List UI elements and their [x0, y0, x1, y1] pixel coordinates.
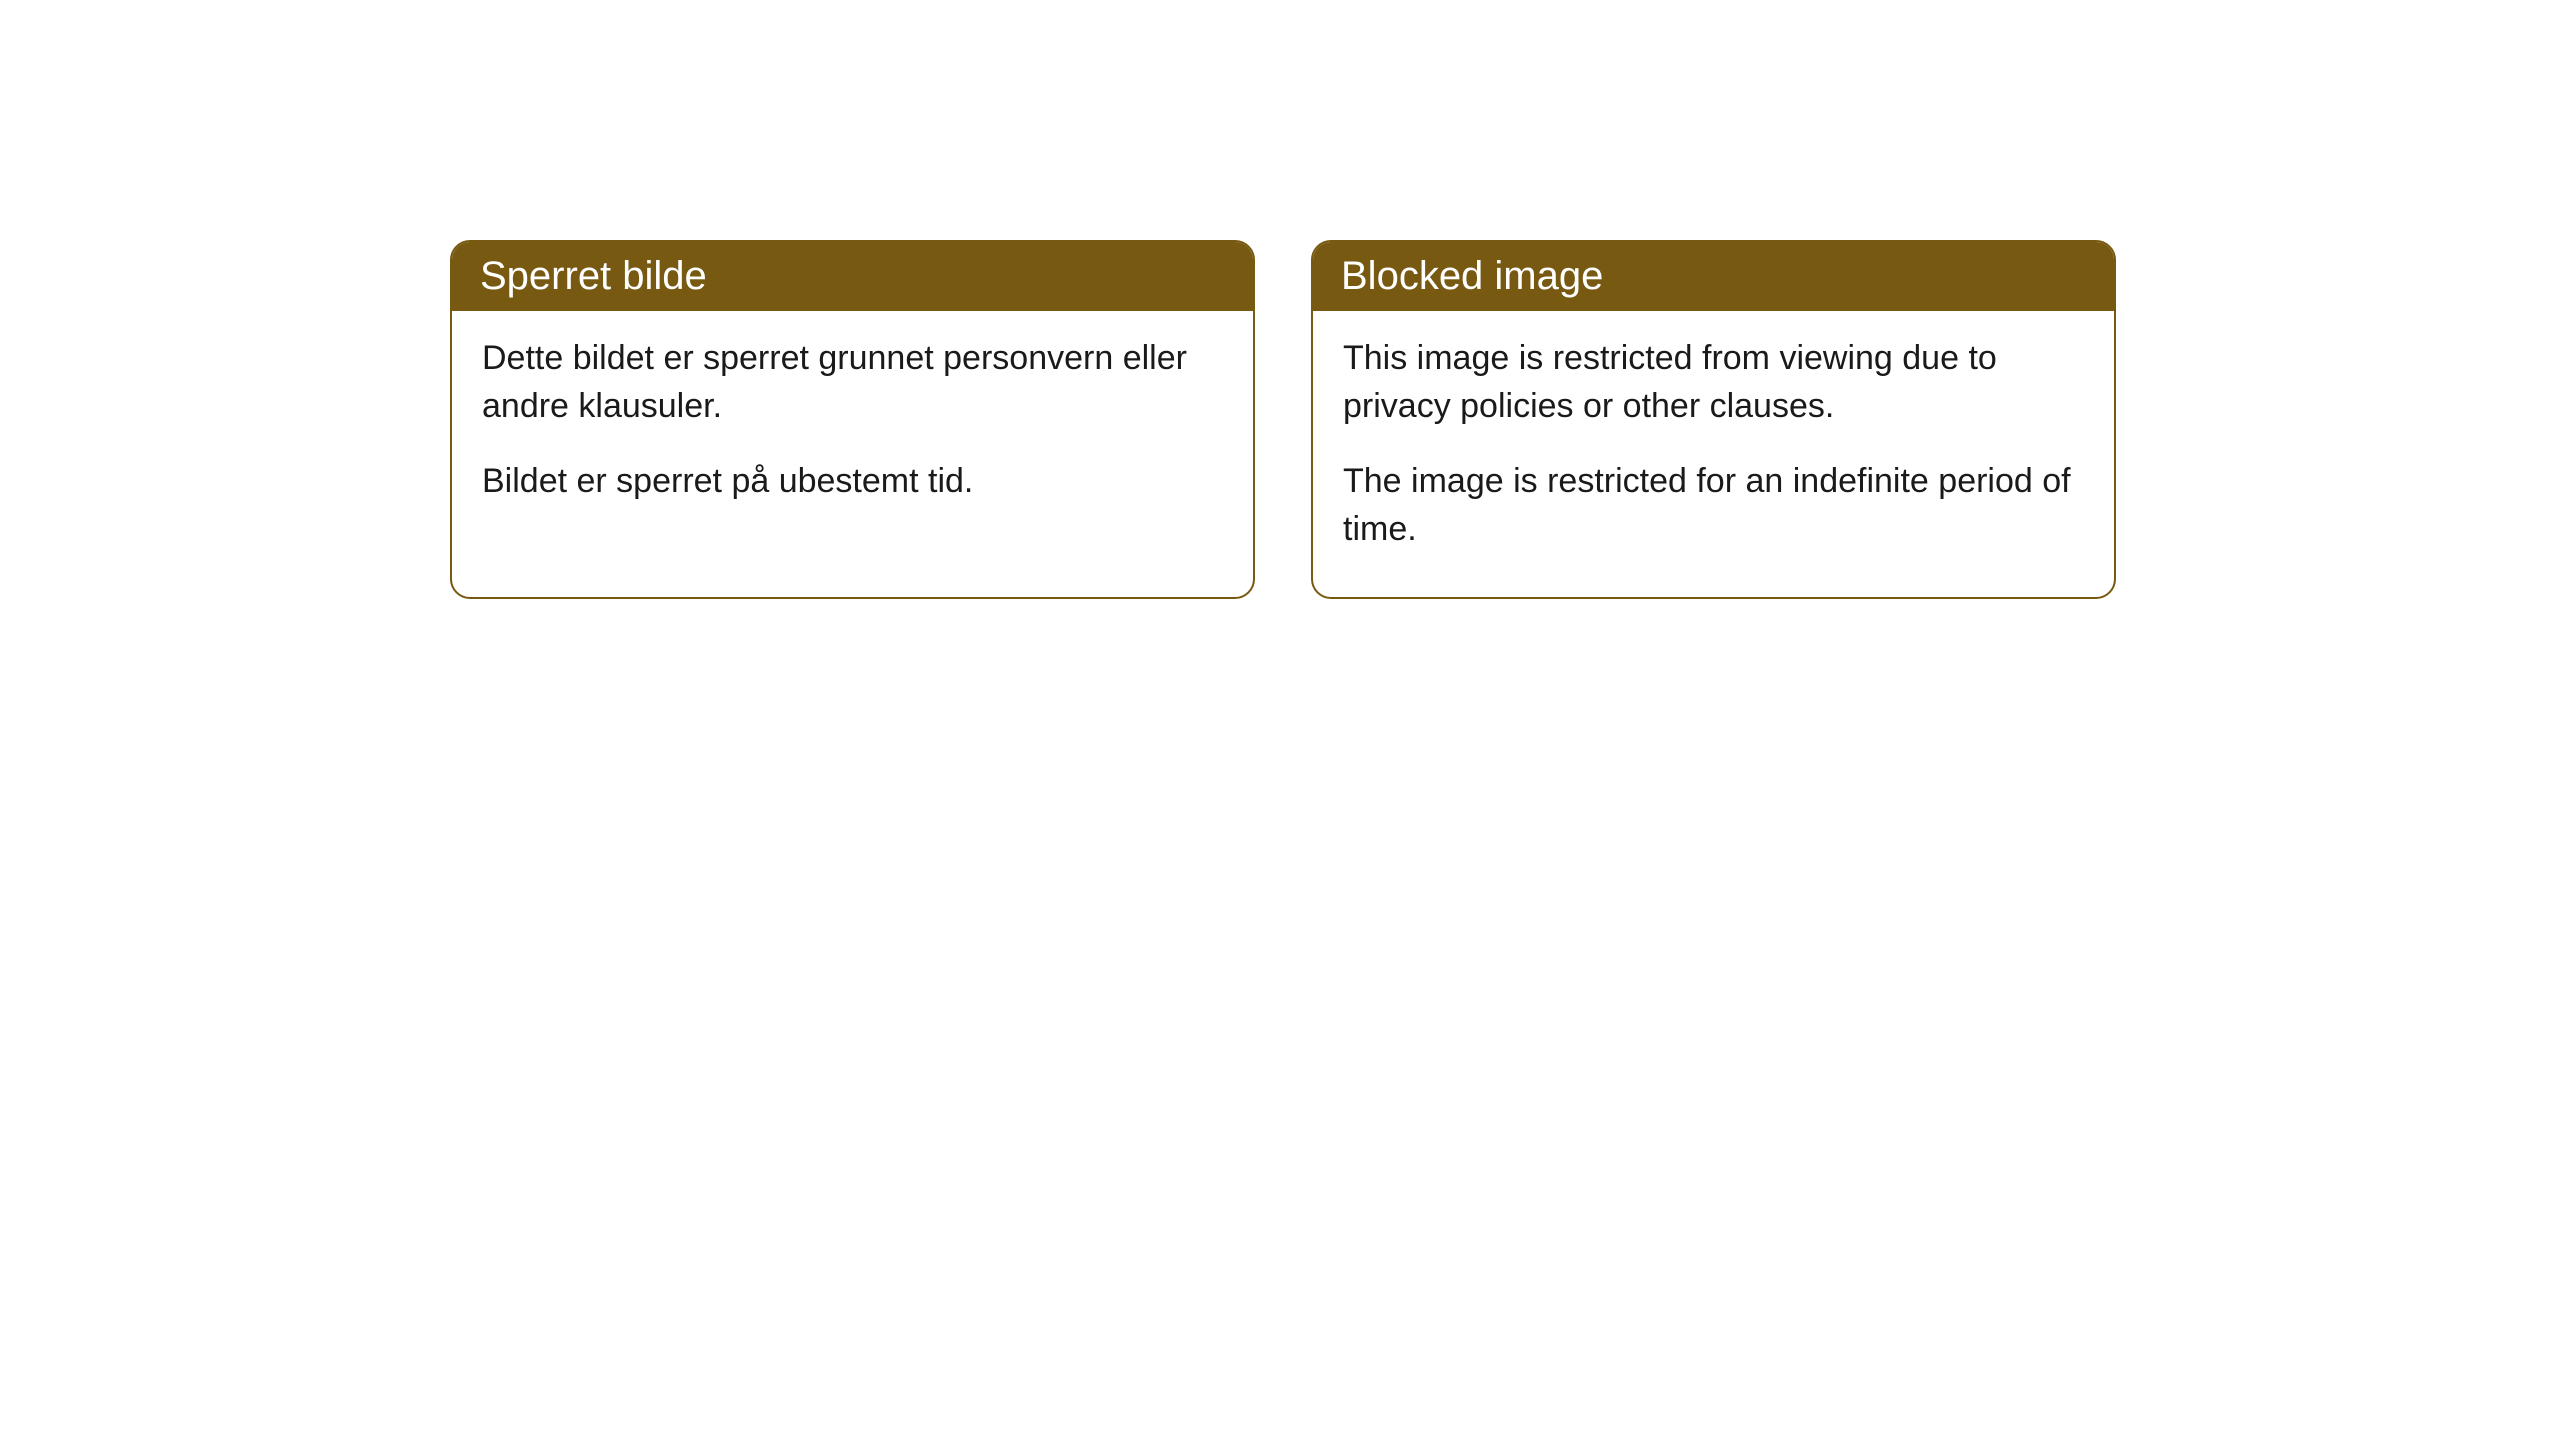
cards-container: Sperret bilde Dette bildet er sperret gr… — [0, 0, 2560, 599]
card-paragraph-1: This image is restricted from viewing du… — [1343, 335, 2084, 430]
card-body-norwegian: Dette bildet er sperret grunnet personve… — [452, 311, 1253, 550]
card-title: Sperret bilde — [480, 254, 707, 298]
card-body-english: This image is restricted from viewing du… — [1313, 311, 2114, 597]
blocked-image-card-norwegian: Sperret bilde Dette bildet er sperret gr… — [450, 240, 1255, 599]
card-header-english: Blocked image — [1313, 242, 2114, 311]
card-header-norwegian: Sperret bilde — [452, 242, 1253, 311]
card-paragraph-2: The image is restricted for an indefinit… — [1343, 458, 2084, 553]
card-paragraph-1: Dette bildet er sperret grunnet personve… — [482, 335, 1223, 430]
card-title: Blocked image — [1341, 254, 1603, 298]
card-paragraph-2: Bildet er sperret på ubestemt tid. — [482, 458, 1223, 506]
blocked-image-card-english: Blocked image This image is restricted f… — [1311, 240, 2116, 599]
